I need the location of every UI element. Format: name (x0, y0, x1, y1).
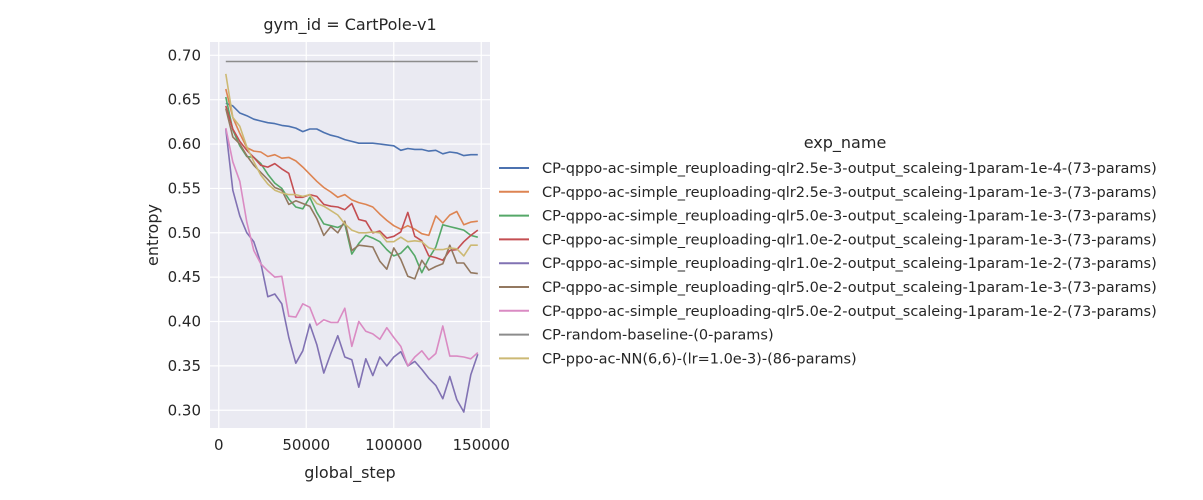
y-tick-label: 0.35 (168, 357, 201, 375)
series-line-1 (225, 102, 478, 157)
chart-title: gym_id = CartPole-v1 (263, 15, 436, 35)
grid (210, 42, 490, 428)
x-axis-label: global_step (304, 463, 395, 483)
legend-label: CP-qppo-ac-simple_reuploading-qlr5.0e-3-… (542, 209, 1157, 225)
series-line-6 (225, 108, 478, 280)
legend-title: exp_name (804, 133, 887, 153)
series-line-4 (225, 105, 479, 262)
x-tick-label: 50000 (282, 436, 330, 454)
tick-labels: 0 50000 100000 150000 0.30 0.35 0.40 0.45 0.50 0.… (168, 46, 510, 454)
y-axis-label: entropy (143, 204, 162, 266)
legend: exp_name CP-qppo-ac-simple_reuploading-q… (499, 133, 1157, 367)
legend-items: CP-qppo-ac-simple_reuploading-qlr2.5e-3-… (499, 161, 1157, 367)
y-tick-label: 0.65 (168, 91, 201, 109)
y-tick-label: 0.55 (168, 179, 201, 197)
legend-label: CP-qppo-ac-simple_reuploading-qlr5.0e-2-… (542, 304, 1157, 320)
y-tick-label: 0.70 (168, 46, 201, 64)
x-tick-label: 0 (214, 436, 224, 454)
series-line-5 (225, 128, 479, 413)
x-tick-label: 100000 (365, 436, 422, 454)
legend-label: CP-qppo-ac-simple_reuploading-qlr2.5e-3-… (542, 161, 1157, 177)
series-lines (225, 60, 479, 413)
series-line-3 (225, 96, 478, 274)
series-line-9 (225, 73, 478, 257)
y-tick-label: 0.50 (168, 224, 201, 242)
y-tick-label: 0.60 (168, 135, 201, 153)
series-line-2 (225, 88, 478, 237)
y-tick-label: 0.30 (168, 401, 201, 419)
legend-label: CP-qppo-ac-simple_reuploading-qlr2.5e-3-… (542, 185, 1157, 201)
y-tick-label: 0.45 (168, 268, 201, 286)
y-tick-label: 0.40 (168, 313, 201, 331)
legend-label: CP-random-baseline-(0-params) (542, 328, 774, 344)
legend-label: CP-qppo-ac-simple_reuploading-qlr1.0e-2-… (542, 232, 1157, 248)
plot-background (210, 42, 490, 428)
legend-label: CP-qppo-ac-simple_reuploading-qlr1.0e-2-… (542, 256, 1157, 272)
x-tick-label: 150000 (453, 436, 510, 454)
legend-label: CP-ppo-ac-NN(6,6)-(lr=1.0e-3)-(86-params… (542, 351, 857, 367)
series-line-7 (225, 127, 479, 367)
legend-label: CP-qppo-ac-simple_reuploading-qlr5.0e-2-… (542, 280, 1157, 296)
